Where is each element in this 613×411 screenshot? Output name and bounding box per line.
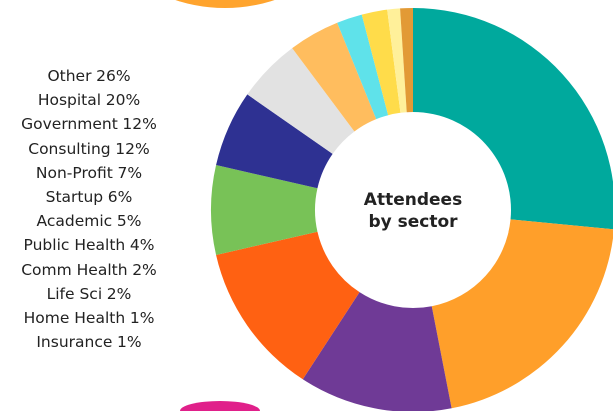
legend-value: 1% [117, 333, 142, 352]
legend-label: Home Health [23, 309, 126, 328]
legend-entry: Comm Health 2% [0, 258, 178, 282]
legend-value: 5% [116, 212, 142, 231]
slice [292, 22, 377, 132]
slice [400, 8, 413, 113]
center-label: by sector [368, 212, 458, 232]
legend-label: Consulting [28, 139, 111, 158]
slice [216, 94, 333, 189]
legend-entry: Home Health 1% [0, 306, 178, 330]
donut [211, 8, 613, 411]
legend-value: 26% [96, 67, 131, 85]
legend-entry: Non-Profit 7% [0, 161, 178, 185]
legend-value: 12% [122, 115, 157, 134]
slice [387, 8, 407, 113]
legend-value: 20% [105, 91, 141, 110]
legend-value: 2% [132, 260, 157, 279]
legend-value: 4% [129, 236, 155, 255]
legend-value: 7% [117, 163, 143, 182]
legend-entry: Other 26% [0, 64, 178, 88]
legend-entry: Hospital 20% [0, 88, 178, 112]
legend-entry: Insurance 1% [0, 330, 178, 354]
legend-entry: Life Sci 2% [0, 282, 178, 306]
slice [431, 219, 613, 409]
legend-label: Public Health [23, 236, 126, 255]
center-label: Attendees [364, 190, 462, 210]
slice [337, 14, 389, 120]
legend-label: Other [47, 67, 92, 85]
legend-label: Comm Health [21, 260, 128, 279]
legend-label: Hospital [37, 91, 102, 110]
legend-label: Life Sci [46, 284, 103, 303]
legend-value: 2% [106, 284, 132, 303]
slice [302, 292, 452, 411]
legend-entry: Academic 5% [0, 209, 178, 233]
slice [413, 8, 613, 230]
slice [211, 165, 318, 255]
legend-label: Academic [36, 212, 113, 231]
legend-entry: Government 12% [0, 112, 178, 136]
legend: Other 26% Hospital 20% Government 12% Consulti… [0, 64, 178, 354]
legend-value: 6% [107, 188, 133, 207]
legend-label: Startup [45, 188, 104, 207]
legend-value: 1% [129, 309, 155, 328]
legend-value: 12% [115, 139, 150, 158]
legend-label: Government [21, 115, 118, 134]
decor-circle [180, 401, 260, 411]
legend-entry: Startup 6% [0, 185, 178, 209]
legend-label: Non-Profit [35, 163, 113, 182]
slice [361, 9, 401, 116]
slice [216, 231, 360, 380]
legend-entry: Public Health 4% [0, 233, 178, 257]
decor-circle [175, 0, 275, 8]
legend-entry: Consulting 12% [0, 137, 178, 161]
slice [247, 48, 355, 154]
legend-label: Insurance [36, 333, 113, 352]
